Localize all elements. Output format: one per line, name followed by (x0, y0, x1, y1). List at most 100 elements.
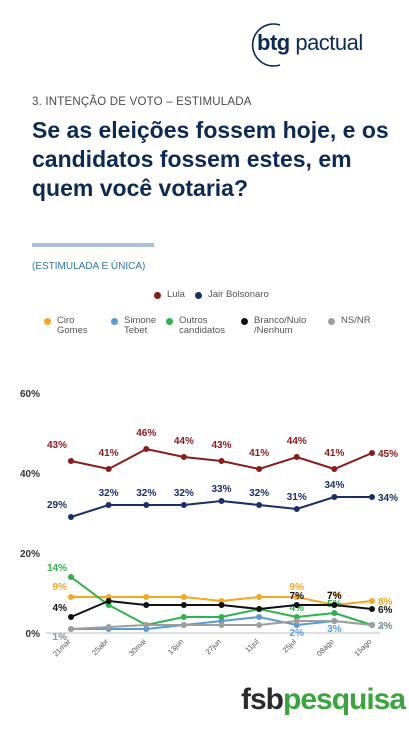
data-point (256, 594, 263, 600)
legend-label: Lula (167, 289, 185, 300)
data-point (105, 502, 112, 508)
data-label: 8% (378, 597, 393, 608)
x-tick-label: 30mai (127, 637, 148, 658)
data-point (68, 614, 74, 620)
data-label: 43% (211, 440, 231, 451)
data-label: 41% (99, 448, 119, 459)
logo-main: btg (257, 30, 290, 55)
data-point (293, 594, 300, 600)
data-point (180, 594, 187, 600)
data-label: 1% (53, 632, 68, 643)
data-label: 3% (378, 621, 393, 632)
data-label: 2% (290, 628, 305, 639)
btg-pactual-logo: btg pactual (240, 22, 390, 68)
x-tick-label: 08ago (315, 637, 336, 658)
data-point (293, 454, 300, 460)
legend-item-ciro: Ciro Gomes (44, 316, 88, 336)
data-point (180, 454, 187, 460)
data-point (105, 466, 112, 472)
data-point (143, 602, 150, 608)
data-point (256, 614, 263, 620)
data-label: 2% (378, 621, 393, 632)
data-label: 3% (327, 624, 342, 635)
legend-item-branco: Branco/Nulo /Nenhum (241, 316, 306, 336)
data-point (143, 622, 150, 628)
data-label: 4% (53, 603, 68, 614)
data-label: 44% (174, 436, 194, 447)
data-point (218, 498, 225, 504)
logo-text: btg pactual (257, 30, 363, 56)
data-point (143, 446, 150, 452)
logo-sub: pactual (295, 30, 363, 55)
data-point (218, 458, 225, 464)
legend-label: Jair Bolsonaro (208, 289, 269, 300)
data-point (180, 602, 187, 608)
data-point (218, 614, 225, 620)
data-label: 2% (378, 621, 393, 632)
data-label: 29% (47, 500, 67, 511)
data-label: 9% (290, 582, 305, 593)
legend-label: Outros candidatos (179, 315, 225, 336)
data-label: 14% (47, 563, 67, 574)
data-label: 7% (327, 591, 342, 602)
data-label: 34% (324, 480, 344, 491)
data-point (180, 622, 187, 628)
data-label: 41% (249, 448, 269, 459)
legend-item-bolsonaro: Jair Bolsonaro (195, 290, 269, 300)
legend-item-lula: Lula (154, 290, 185, 300)
data-point (256, 606, 263, 612)
data-label: 7% (327, 590, 342, 601)
x-tick-label: 13jun (166, 637, 185, 656)
line-chart: 0%20%40%60%21mar 25abr 30mai 13jun 27jun 11ju… (20, 389, 398, 658)
subtitle: (ESTIMULADA E ÚNICA) (32, 261, 146, 272)
y-tick-label: 60% (20, 389, 40, 400)
legend-dot (111, 318, 118, 325)
data-point (68, 626, 74, 632)
data-point (369, 450, 375, 456)
data-point (180, 614, 187, 620)
legend-label: Branco/Nulo /Nenhum (254, 315, 307, 336)
data-label: 34% (378, 493, 398, 504)
data-point (331, 610, 338, 616)
data-label: 32% (136, 488, 156, 499)
data-point (218, 602, 225, 608)
x-tick-label: 11jul (243, 637, 260, 654)
data-point (331, 618, 338, 624)
x-tick-label: 25abr (90, 637, 110, 657)
fsb-logo-part-b: pesquisa (283, 683, 406, 716)
fsb-logo-part-a: fsb (241, 683, 284, 716)
data-label: 44% (287, 436, 307, 447)
data-point (331, 466, 338, 472)
data-point (105, 624, 112, 630)
legend-item-nsnr: NS/NR (328, 316, 371, 326)
x-tick-label: 25jul (281, 637, 299, 655)
data-point (256, 502, 263, 508)
legend-dot (154, 292, 161, 299)
data-label: 41% (324, 448, 344, 459)
title-divider (32, 243, 154, 247)
data-point (143, 502, 150, 508)
legend-item-simone: Simone Tebet (111, 316, 156, 336)
y-tick-label: 20% (20, 549, 40, 560)
data-point (68, 514, 74, 520)
data-label: 4% (290, 603, 305, 614)
data-point (68, 574, 74, 580)
legend-dot (241, 318, 248, 325)
data-point (369, 494, 375, 500)
data-point (331, 494, 338, 500)
data-point (180, 502, 187, 508)
legend-label: Ciro Gomes (57, 315, 88, 336)
data-point (256, 622, 263, 628)
data-label: 46% (136, 428, 156, 439)
data-label: 1% (53, 632, 68, 643)
data-point (369, 598, 375, 604)
data-point (331, 602, 338, 608)
data-point (105, 598, 112, 604)
y-tick-label: 0% (26, 629, 41, 640)
legend-dot (195, 292, 202, 299)
page-title: Se as eleições fossem hoje, e os candida… (32, 117, 389, 201)
data-label: 33% (211, 484, 231, 495)
legend-item-outros: Outros candidatos (166, 316, 225, 336)
x-tick-label: 15ago (352, 637, 373, 658)
y-tick-label: 40% (20, 469, 40, 480)
